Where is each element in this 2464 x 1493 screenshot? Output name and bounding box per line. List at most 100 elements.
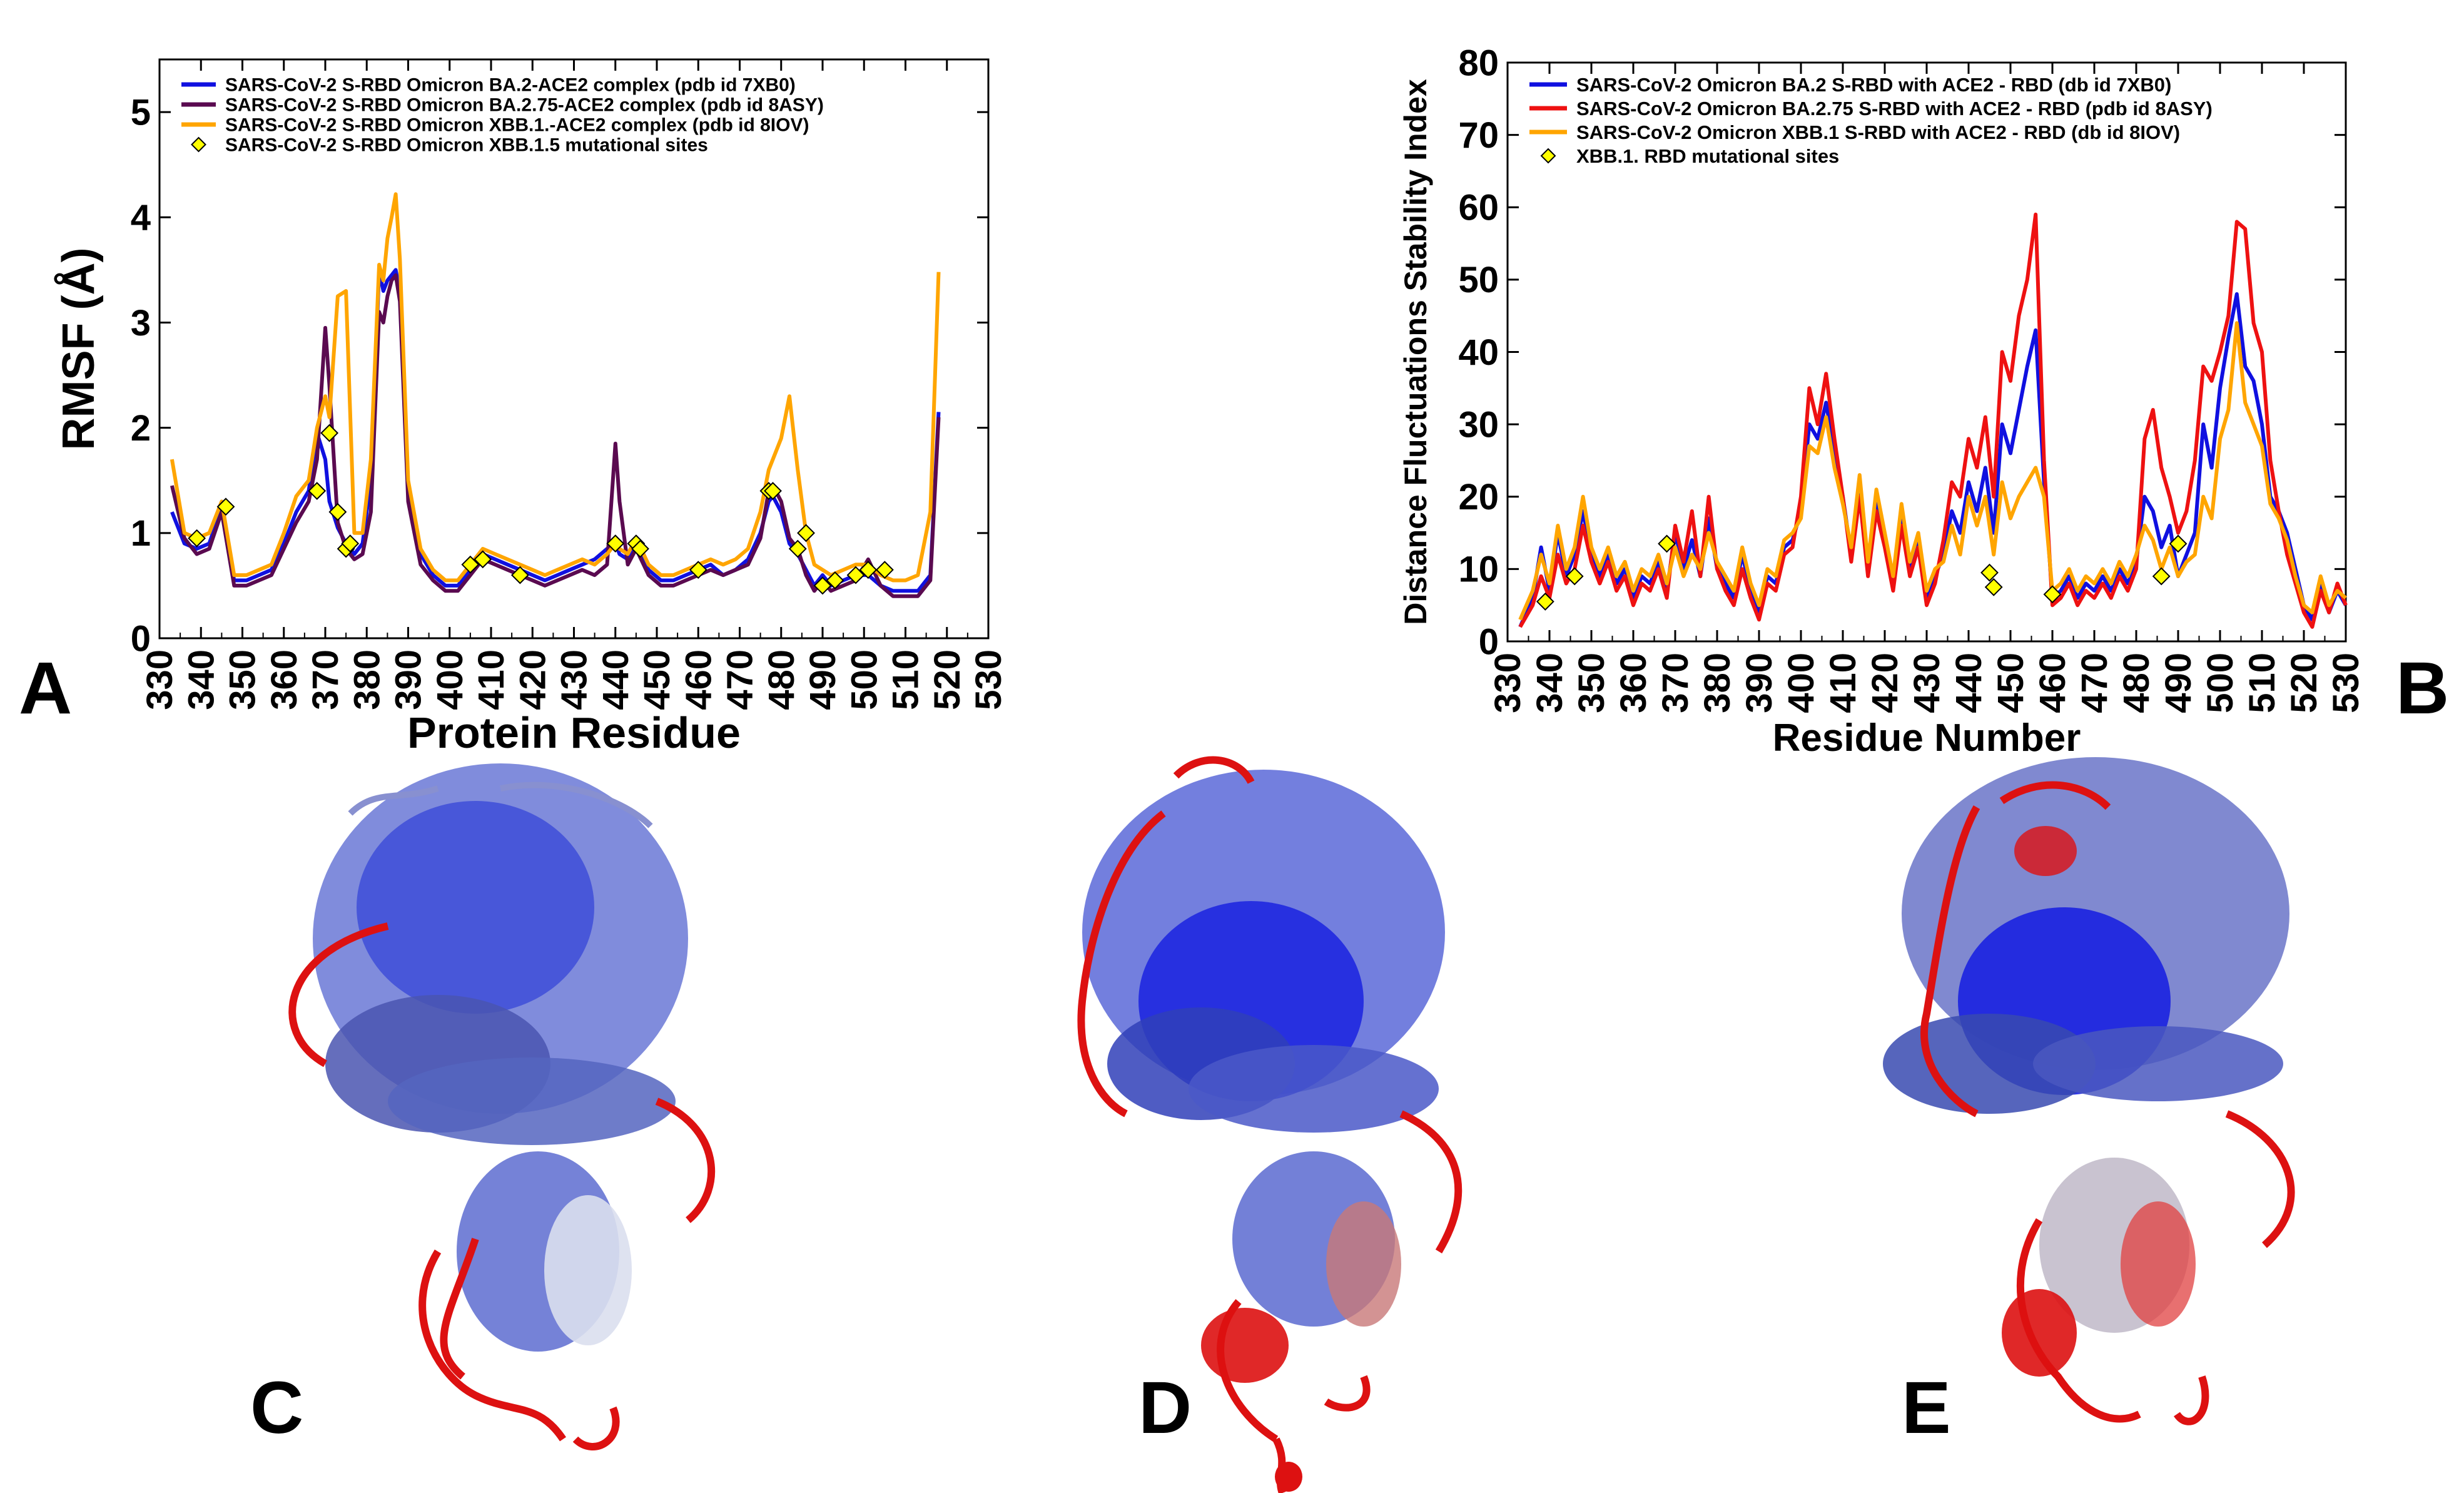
x-tick-label: 470 — [2074, 653, 2115, 713]
y-tick-label: 0 — [1479, 621, 1499, 662]
x-tick-label: 450 — [1990, 653, 2031, 713]
x-tick-label: 380 — [1697, 653, 1738, 713]
protein-structure-c — [288, 763, 716, 1450]
x-tick-label: 530 — [2326, 653, 2366, 713]
x-tick-label: 370 — [1655, 653, 1696, 713]
x-tick-label: 500 — [844, 650, 885, 710]
mutation-site-marker — [606, 534, 625, 553]
x-tick-label: 360 — [1613, 653, 1654, 713]
x-tick-label: 330 — [1488, 653, 1528, 713]
legend-marker — [191, 136, 206, 153]
y-tick-label: 70 — [1458, 115, 1499, 156]
legend-marker — [1540, 148, 1556, 164]
mutation-site-marker — [813, 576, 832, 595]
x-tick-label: 340 — [181, 650, 221, 710]
x-tick-label: 520 — [2284, 653, 2325, 713]
series-line-1 — [1518, 212, 2348, 629]
x-tick-label: 490 — [2158, 653, 2199, 713]
x-tick-label: 510 — [886, 650, 926, 710]
mutation-site-marker — [859, 561, 878, 579]
legend-label: SARS-CoV-2 S-RBD Omicron XBB.1.-ACE2 com… — [225, 115, 809, 136]
mutation-site-marker — [474, 550, 492, 569]
x-tick-label: 350 — [1571, 653, 1612, 713]
y-tick-label: 2 — [131, 408, 151, 449]
x-tick-label: 370 — [305, 650, 346, 710]
y-axis-title: Distance Fluctuations Stability Index — [1398, 79, 1433, 625]
mutation-site-marker — [826, 571, 844, 589]
mutation-site-marker — [1980, 563, 1999, 582]
x-tick-label: 490 — [803, 650, 843, 710]
mutation-site-marker — [631, 539, 649, 558]
y-tick-label: 60 — [1458, 188, 1499, 228]
legend-label: SARS-CoV-2 Omicron BA.2 S-RBD with ACE2 … — [1576, 74, 2171, 96]
mutation-site-marker — [328, 502, 347, 521]
x-tick-label: 470 — [720, 650, 761, 710]
x-tick-label: 530 — [968, 650, 1009, 710]
mutation-site-marker — [1565, 567, 1584, 586]
x-tick-label: 430 — [1907, 653, 1947, 713]
x-tick-label: 420 — [512, 650, 553, 710]
mutation-site-marker — [188, 529, 206, 548]
panel-label-a: A — [19, 647, 72, 730]
y-tick-label: 5 — [131, 92, 151, 133]
y-tick-label: 30 — [1458, 404, 1499, 445]
x-tick-label: 400 — [1781, 653, 1822, 713]
mutation-site-marker — [320, 424, 339, 442]
x-tick-label: 510 — [2242, 653, 2283, 713]
mutation-site-marker — [1658, 534, 1676, 553]
panel-label-e: E — [1902, 1367, 1951, 1449]
y-tick-label: 20 — [1458, 477, 1499, 517]
x-tick-label: 360 — [264, 650, 305, 710]
x-tick-label: 420 — [1865, 653, 1905, 713]
series-line-2 — [1518, 321, 2347, 621]
mutation-site-marker — [788, 539, 807, 558]
panel-label-b: B — [2396, 647, 2449, 730]
legend-label: SARS-CoV-2 Omicron XBB.1 S-RBD with ACE2… — [1576, 121, 2180, 143]
y-axis-title: RMSF (Å) — [54, 248, 104, 451]
panel-label-c: C — [250, 1367, 303, 1449]
x-tick-label: 450 — [637, 650, 677, 710]
y-tick-label: 3 — [131, 303, 151, 344]
x-tick-label: 390 — [1739, 653, 1780, 713]
x-tick-label: 460 — [678, 650, 719, 710]
y-tick-label: 80 — [1458, 43, 1499, 83]
chart-panel-b: 330 340 350 360 370 380 390 400 410 420 430 440 450 4… — [1398, 43, 2366, 760]
mutation-site-marker — [2043, 585, 2062, 604]
x-tick-label: 430 — [554, 650, 595, 710]
mutation-site-marker — [2169, 534, 2188, 553]
mutation-site-marker — [510, 566, 529, 584]
legend-label: SARS-CoV-2 S-RBD Omicron XBB.1.5 mutatio… — [225, 135, 708, 156]
mutation-site-marker — [2152, 567, 2171, 586]
x-tick-label: 330 — [139, 650, 180, 710]
mutation-site-marker — [689, 561, 707, 579]
mutation-site-marker — [341, 534, 360, 553]
legend-label: SARS-CoV-2 S-RBD Omicron BA.2-ACE2 compl… — [225, 75, 796, 96]
y-tick-label: 1 — [131, 513, 151, 554]
x-tick-label: 390 — [388, 650, 429, 710]
x-tick-label: 400 — [430, 650, 470, 710]
chart-panel-a: 330 340 350 360 370 380 390 400 410 420 430 440 450 4… — [54, 58, 1009, 757]
x-tick-label: 500 — [2200, 653, 2241, 713]
x-tick-label: 380 — [347, 650, 387, 710]
x-axis-title: Residue Number — [1773, 716, 2081, 760]
panel-label-d: D — [1138, 1367, 1192, 1449]
y-tick-label: 50 — [1458, 260, 1499, 300]
x-axis-title: Protein Residue — [407, 708, 741, 757]
x-tick-label: 460 — [2032, 653, 2073, 713]
x-tick-label: 520 — [927, 650, 968, 710]
x-tick-label: 410 — [1823, 653, 1863, 713]
mutation-site-marker — [797, 524, 815, 543]
protein-structure-d — [1077, 756, 1463, 1493]
mutation-site-marker — [308, 482, 327, 500]
mutation-site-marker — [764, 482, 782, 500]
mutation-site-marker — [1536, 592, 1554, 611]
legend-label: XBB.1. RBD mutational sites — [1576, 145, 1839, 167]
y-tick-label: 4 — [131, 198, 151, 238]
x-tick-label: 350 — [223, 650, 263, 710]
x-tick-label: 440 — [1949, 653, 1989, 713]
series-line-2 — [170, 192, 941, 583]
x-tick-label: 480 — [2116, 653, 2157, 713]
legend-label: SARS-CoV-2 Omicron BA.2.75 S-RBD with AC… — [1576, 98, 2213, 120]
mutation-site-marker — [875, 561, 894, 579]
